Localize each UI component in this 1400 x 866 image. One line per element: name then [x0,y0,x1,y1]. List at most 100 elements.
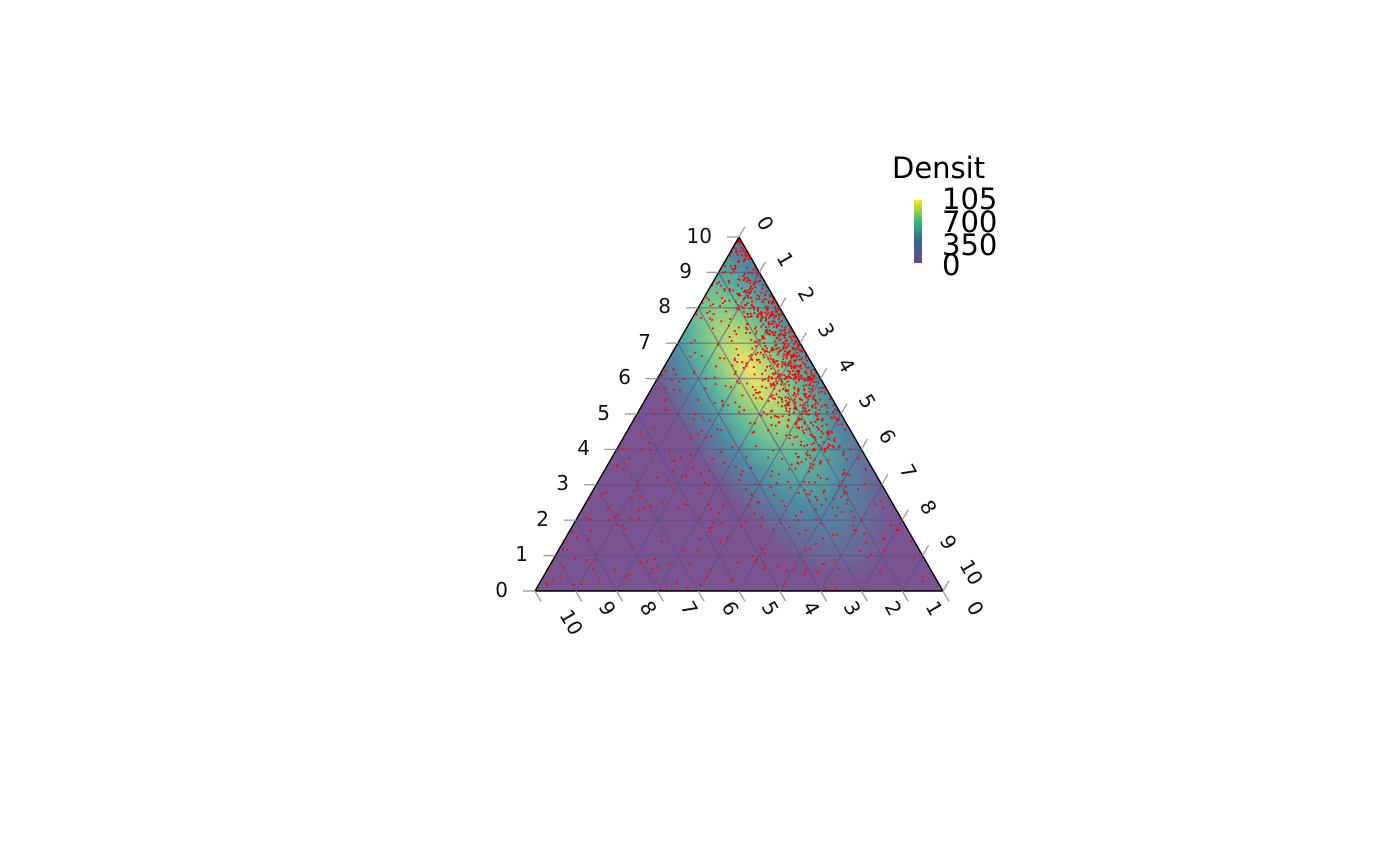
data-point [708,470,711,473]
data-point [741,361,744,363]
data-point [802,361,804,364]
data-point [792,348,795,351]
data-point [759,396,762,399]
data-point [742,279,745,281]
data-point [775,360,778,363]
data-point [794,467,797,470]
data-point [784,339,787,342]
data-point [587,538,590,541]
data-point [835,533,838,536]
data-point [818,444,821,447]
data-point [767,377,770,380]
data-point [774,340,777,343]
data-point [744,251,746,254]
data-point [709,569,712,572]
data-point [757,501,760,504]
data-point [797,375,800,378]
data-point [759,361,761,364]
left-tick-label: 5 [597,401,610,425]
data-point [758,312,761,315]
data-point [664,370,667,372]
data-point [824,450,827,453]
data-point [749,315,752,318]
data-point [773,317,776,319]
right-tick [819,367,828,379]
data-point [761,516,763,519]
data-point [755,298,758,301]
data-point [814,448,817,451]
data-point [769,313,772,316]
data-point [599,495,601,498]
data-point [723,357,726,360]
data-point [773,373,776,376]
data-point [754,560,757,563]
data-point [814,439,817,441]
data-point [831,445,834,447]
data-point [814,414,817,416]
data-point [803,389,806,392]
data-point [770,348,773,350]
bottom-tick [860,590,869,602]
data-point [749,279,752,282]
data-point [743,316,746,318]
data-point [754,266,757,269]
data-point [781,333,784,336]
data-point [762,337,764,340]
data-point [719,541,721,544]
data-point [807,404,809,407]
data-point [821,425,824,427]
data-point [628,573,631,576]
data-point [785,399,787,402]
data-point [787,369,790,372]
data-point [806,359,808,362]
data-point [843,490,846,492]
data-point [763,378,766,381]
data-point [748,279,750,281]
data-point [820,405,823,408]
data-point [778,396,780,399]
data-point [768,351,771,354]
data-point [802,429,804,432]
data-point [742,275,745,277]
right-tick-label: 2 [793,283,820,306]
data-point [672,389,675,391]
data-point [627,447,630,449]
data-point [777,473,780,476]
data-point [781,405,783,408]
data-point [852,524,855,527]
data-point [802,406,804,409]
data-point [859,550,861,552]
data-point [771,348,774,350]
bottom-tick [534,590,542,602]
data-point [774,424,777,427]
data-point [772,449,775,452]
data-point [637,509,640,512]
data-point [805,458,807,461]
data-point [801,350,804,353]
data-point [720,522,723,524]
data-point [718,281,720,284]
data-point [837,446,840,449]
data-point [779,329,782,332]
data-point [785,355,788,357]
data-point [693,418,695,421]
data-point [768,300,770,303]
data-point [641,448,643,450]
data-point [546,584,548,587]
data-point [777,565,780,568]
data-point [778,346,780,349]
data-point [772,313,774,316]
data-point [733,373,736,376]
data-point [798,358,801,361]
data-point [775,380,777,383]
data-point [793,387,796,390]
data-point [777,318,780,321]
data-point [760,414,763,417]
data-point [692,467,694,470]
data-point [771,332,774,334]
data-point [779,333,781,335]
data-point [729,272,732,275]
data-point [757,308,759,311]
data-point [788,403,790,406]
data-point [672,368,675,371]
